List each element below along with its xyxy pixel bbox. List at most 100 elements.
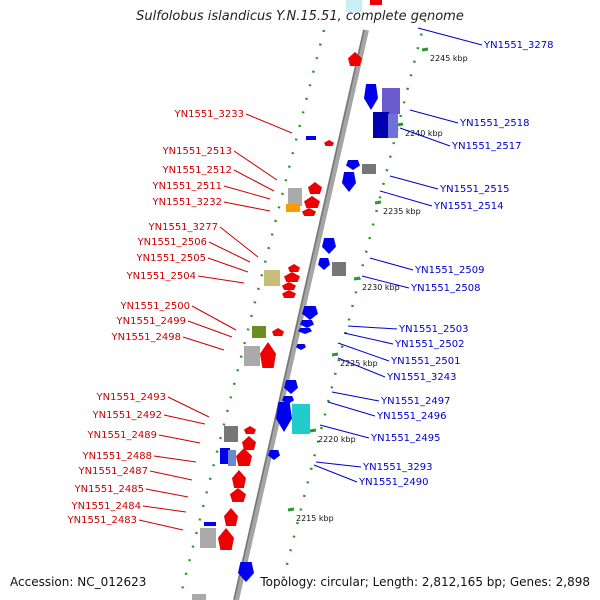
gene-label-right: YN1551_2503: [398, 324, 469, 335]
gene-arrow-reverse: [302, 306, 318, 320]
gene-arrow-forward: [282, 282, 296, 290]
gene-arrow-forward: [236, 448, 252, 466]
scale-tick-mark: [353, 276, 361, 281]
gene-label-left: YN1551_2498: [111, 332, 182, 343]
label-connector: [417, 27, 483, 46]
label-connector: [163, 414, 206, 425]
accession-text: Accession: NC_012623: [10, 575, 147, 589]
label-connector: [145, 488, 189, 498]
gene-block: [220, 448, 230, 464]
gene-arrow-reverse: [300, 320, 314, 328]
label-connector: [158, 434, 201, 444]
gene-block: [286, 204, 300, 212]
gene-label-left: YN1551_2484: [71, 501, 142, 512]
gene-block: [204, 522, 216, 526]
gene-label-right: YN1551_2508: [410, 283, 481, 294]
gene-arrow-forward: [304, 196, 320, 208]
label-connector: [187, 320, 233, 338]
gene-arrow-forward: [288, 264, 300, 272]
label-connector: [369, 257, 414, 271]
gene-label-left: YN1551_2489: [87, 430, 158, 441]
label-connector: [167, 396, 210, 418]
gene-block: [192, 594, 206, 600]
gene-label-left: YN1551_2493: [96, 392, 167, 403]
label-connector: [315, 461, 362, 468]
gene-arrow-reverse: [342, 172, 356, 192]
scale-tick-mark: [421, 47, 429, 52]
gene-arrow-reverse: [322, 238, 336, 254]
genome-backbone-edge: [233, 29, 365, 600]
gene-block: [332, 262, 346, 276]
topology-text: Topology: circular; Length: 2,812,165 bp…: [260, 575, 590, 589]
scale-tick-label: 2230 kbp: [362, 283, 400, 292]
gene-label-left: YN1551_2505: [136, 253, 207, 264]
label-connector: [343, 332, 394, 345]
gene-arrow-forward: [232, 470, 246, 488]
gene-label-right: YN1551_2495: [370, 433, 441, 444]
label-connector: [319, 424, 370, 439]
gene-arrow-forward: [230, 488, 246, 502]
gene-label-left: YN1551_2483: [67, 515, 138, 526]
gene-label-right: YN1551_2514: [433, 201, 504, 212]
gene-label-right: YN1551_2517: [451, 141, 522, 152]
gene-block: [382, 88, 400, 114]
gene-arrow-forward: [218, 528, 234, 550]
label-connector: [409, 109, 459, 124]
label-connector: [223, 185, 271, 200]
label-connector: [233, 150, 278, 181]
gene-arrow-reverse: [268, 450, 280, 460]
scale-tick-label: 2240 kbp: [405, 129, 443, 138]
gene-arrow-forward: [272, 328, 284, 336]
gene-label-right: YN1551_3243: [386, 372, 457, 383]
scale-tick-mark: [309, 428, 317, 433]
label-connector: [138, 519, 184, 531]
gene-block: [346, 0, 362, 12]
label-connector: [347, 325, 398, 330]
gene-label-left: YN1551_2487: [78, 466, 149, 477]
gene-label-left: YN1551_2511: [152, 181, 223, 192]
gene-block: [306, 136, 316, 140]
map-title: Sulfolobus islandicus Y.N.15.51, complet…: [136, 9, 464, 24]
gene-arrow-forward: [260, 342, 276, 368]
label-connector: [361, 275, 410, 289]
gene-label-right: YN1551_2518: [459, 118, 530, 129]
label-connector: [197, 275, 245, 284]
gene-label-left: YN1551_2513: [162, 146, 233, 157]
scale-tick-mark: [374, 200, 382, 205]
label-connector: [313, 464, 358, 483]
gene-block: [362, 164, 376, 174]
gene-block: [264, 270, 280, 286]
label-connector: [399, 127, 451, 147]
gene-arrow-forward: [348, 52, 362, 66]
gene-label-left: YN1551_2492: [92, 410, 163, 421]
gene-arrow-reverse: [298, 328, 312, 334]
gene-arrow-forward: [308, 182, 322, 194]
scale-tick-label: 2245 kbp: [430, 54, 468, 63]
label-connector: [207, 257, 249, 273]
gene-block: [228, 450, 236, 466]
gene-arrow-forward: [284, 272, 300, 282]
gene-label-left: YN1551_2504: [126, 271, 197, 282]
scale-tick-label: 2220 kbp: [318, 435, 356, 444]
scale-tick-label: 2225 kbp: [340, 359, 378, 368]
genome-backbone: [233, 29, 369, 600]
gene-block: [373, 112, 389, 138]
gene-arrow-reverse: [346, 160, 360, 170]
gene-label-right: YN1551_2501: [390, 356, 461, 367]
label-connector: [182, 336, 225, 351]
label-connector: [331, 391, 380, 402]
gene-block: [388, 114, 398, 138]
label-connector: [219, 226, 259, 258]
scale-tick-label: 2215 kbp: [296, 514, 334, 523]
gene-arrow-forward: [224, 508, 238, 526]
gene-label-right: YN1551_2490: [358, 477, 429, 488]
label-connector: [337, 342, 390, 362]
gene-label-left: YN1551_2499: [116, 316, 187, 327]
gene-arrow-forward: [282, 290, 296, 298]
gene-arrow-reverse: [364, 84, 378, 110]
gene-block: [292, 404, 310, 434]
label-connector: [208, 241, 251, 263]
gene-block: [224, 426, 238, 442]
gene-block: [370, 0, 382, 5]
